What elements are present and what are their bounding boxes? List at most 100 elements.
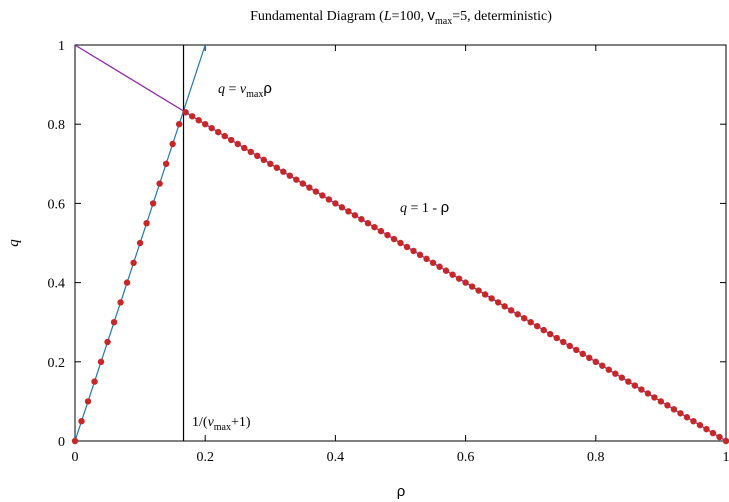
- data-point: [429, 259, 437, 266]
- data-point: [136, 239, 144, 247]
- y-tick-label: 1: [58, 39, 65, 54]
- data-point: [319, 192, 326, 199]
- data-point: [358, 216, 365, 223]
- data-point: [579, 350, 586, 358]
- data-point: [677, 410, 684, 417]
- data-point: [696, 421, 704, 429]
- data-point: [234, 140, 241, 148]
- data-point: [514, 311, 521, 318]
- data-point: [195, 117, 202, 124]
- data-point: [612, 370, 619, 377]
- marker-group: [71, 109, 729, 445]
- data-point: [416, 251, 424, 259]
- data-point: [664, 402, 671, 409]
- data-point: [286, 172, 294, 179]
- data-point: [442, 267, 450, 274]
- data-point: [618, 374, 626, 381]
- data-point: [247, 148, 254, 156]
- data-point: [84, 398, 92, 405]
- data-point: [228, 136, 235, 144]
- data-point: [130, 259, 137, 266]
- data-point: [110, 319, 118, 326]
- data-point: [657, 398, 665, 405]
- data-point: [553, 334, 560, 342]
- data-point: [143, 220, 150, 227]
- data-point: [410, 247, 417, 255]
- data-point: [332, 200, 339, 207]
- data-point: [475, 287, 482, 294]
- data-point: [390, 235, 398, 243]
- data-point: [520, 315, 528, 322]
- data-point: [449, 271, 456, 278]
- data-point: [436, 263, 443, 270]
- data-point: [599, 362, 606, 369]
- data-point: [188, 113, 196, 120]
- data-point: [683, 414, 691, 421]
- data-point: [566, 342, 573, 350]
- data-point: [507, 307, 515, 314]
- x-tick-label: 0.6: [457, 450, 475, 465]
- data-point: [175, 121, 183, 128]
- data-point: [540, 326, 547, 334]
- x-tick-label: 0: [72, 450, 79, 465]
- axis-ticks: 0 0.2 0.4 0.6 0.8 1 0 0.2 0.4 0.6 0.8 1: [48, 39, 729, 465]
- data-point: [293, 176, 300, 183]
- data-point: [716, 433, 723, 441]
- x-tick-label: 0.4: [327, 450, 345, 465]
- data-point: [364, 220, 372, 227]
- data-point: [494, 299, 502, 306]
- data-point: [254, 152, 261, 160]
- y-tick-label: 0.4: [48, 277, 66, 292]
- data-point: [462, 279, 469, 286]
- y-tick-label: 0.2: [48, 356, 66, 371]
- data-point: [241, 144, 248, 152]
- data-point: [670, 406, 678, 413]
- data-point: [215, 128, 222, 136]
- data-point: [651, 394, 658, 401]
- data-point: [325, 196, 333, 203]
- data-point: [273, 164, 281, 171]
- data-point: [644, 390, 652, 397]
- data-point: [91, 378, 98, 385]
- data-point: [156, 180, 163, 187]
- data-point: [78, 418, 85, 425]
- data-point: [468, 283, 476, 290]
- data-point: [547, 330, 554, 338]
- data-point: [208, 124, 215, 132]
- data-point: [625, 378, 632, 385]
- data-point: [455, 275, 463, 282]
- x-tick-label: 0.8: [587, 450, 605, 465]
- data-point: [501, 303, 508, 310]
- data-point: [97, 358, 105, 365]
- data-point: [71, 437, 79, 445]
- data-point: [104, 338, 111, 346]
- y-tick-label: 0.8: [48, 118, 66, 133]
- data-point: [117, 299, 124, 306]
- data-point: [260, 156, 267, 164]
- data-point: [299, 180, 307, 187]
- data-point: [423, 255, 430, 263]
- data-point: [605, 366, 613, 373]
- data-point: [534, 322, 541, 330]
- data-point: [722, 437, 729, 445]
- data-point: [631, 382, 639, 389]
- data-point: [573, 346, 580, 354]
- data-point: [345, 208, 352, 215]
- data-point: [221, 132, 228, 140]
- data-point: [312, 188, 320, 195]
- data-point: [280, 168, 287, 175]
- data-point: [162, 160, 170, 167]
- data-point: [403, 243, 411, 251]
- data-point: [182, 109, 189, 116]
- data-point: [527, 319, 534, 326]
- annotation-critical-density: 1/(vmax+1): [192, 415, 251, 433]
- data-point: [123, 279, 131, 286]
- chart-title: Fundamental Diagram (L=100, vmax=5, dete…: [250, 7, 552, 27]
- data-point: [709, 429, 717, 437]
- y-tick-label: 0.6: [48, 197, 66, 212]
- data-point: [202, 121, 209, 128]
- data-point: [592, 358, 599, 365]
- x-axis-label: ρ: [397, 483, 406, 500]
- annotation-congested: q = 1 - ρ: [400, 199, 449, 216]
